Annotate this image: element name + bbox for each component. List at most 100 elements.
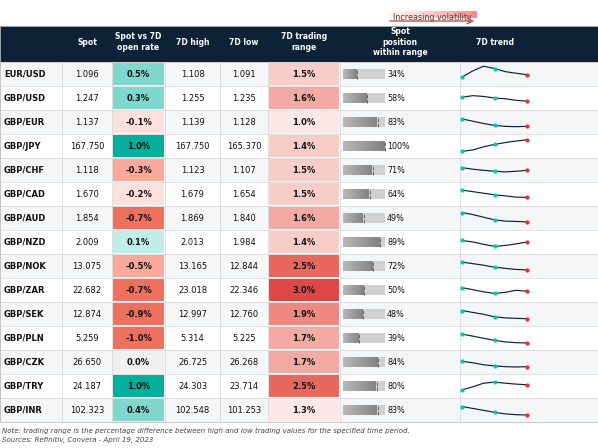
Bar <box>350 381 351 391</box>
Bar <box>0 26 598 422</box>
Bar <box>343 117 344 127</box>
Bar <box>344 117 345 127</box>
Bar <box>437 11 438 18</box>
Text: 101.253: 101.253 <box>227 405 261 414</box>
Bar <box>351 93 352 103</box>
Bar <box>372 141 373 151</box>
Text: 165.370: 165.370 <box>227 142 261 151</box>
Bar <box>350 93 351 103</box>
Bar <box>354 333 355 343</box>
Bar <box>0 230 598 254</box>
Bar <box>361 213 362 223</box>
Bar <box>355 261 356 271</box>
Bar <box>351 213 352 223</box>
Bar <box>365 237 366 247</box>
Text: 1.4%: 1.4% <box>292 237 316 246</box>
Bar <box>348 189 349 199</box>
Bar <box>451 11 452 18</box>
Bar <box>360 165 361 175</box>
Bar <box>346 381 347 391</box>
Bar <box>352 93 353 103</box>
Bar <box>352 381 353 391</box>
Bar <box>349 189 350 199</box>
Bar <box>370 405 371 415</box>
Text: 1.854: 1.854 <box>75 214 99 223</box>
Bar <box>366 141 367 151</box>
Bar <box>350 141 351 151</box>
Bar <box>343 141 344 151</box>
Bar <box>0 182 598 206</box>
Bar <box>356 93 357 103</box>
Text: 84%: 84% <box>387 358 405 366</box>
Bar <box>415 11 416 18</box>
Bar <box>113 375 164 397</box>
Bar <box>362 357 363 367</box>
Bar <box>343 357 385 367</box>
Bar <box>347 309 348 319</box>
Text: 12.997: 12.997 <box>178 310 207 319</box>
Bar <box>350 117 351 127</box>
Bar <box>350 189 351 199</box>
Text: -0.1%: -0.1% <box>125 117 152 126</box>
Bar <box>348 261 349 271</box>
Text: GBP/AUD: GBP/AUD <box>4 214 47 223</box>
Bar <box>345 189 346 199</box>
Bar <box>345 261 346 271</box>
Bar <box>349 141 350 151</box>
Bar <box>343 261 344 271</box>
Bar <box>348 405 349 415</box>
Bar <box>360 189 361 199</box>
Text: -0.3%: -0.3% <box>125 165 152 175</box>
Bar <box>352 117 353 127</box>
Bar <box>269 231 339 253</box>
Bar <box>363 261 364 271</box>
Bar <box>425 11 426 18</box>
Bar <box>361 189 362 199</box>
Bar <box>343 93 344 103</box>
Bar <box>269 111 339 133</box>
Bar <box>359 117 360 127</box>
Bar <box>359 141 360 151</box>
Bar <box>370 357 371 367</box>
Bar <box>375 381 376 391</box>
Bar <box>455 11 456 18</box>
Bar <box>113 207 164 229</box>
Text: 24.303: 24.303 <box>178 382 207 391</box>
Bar <box>346 117 347 127</box>
Bar <box>343 165 385 175</box>
Bar <box>376 117 377 127</box>
Bar <box>351 237 352 247</box>
Bar <box>347 285 348 295</box>
Text: GBP/NOK: GBP/NOK <box>4 262 47 271</box>
Bar <box>380 141 381 151</box>
Bar <box>369 357 370 367</box>
Bar <box>343 333 344 343</box>
Bar <box>353 357 354 367</box>
Bar <box>360 357 361 367</box>
Text: 48%: 48% <box>387 310 405 319</box>
Bar <box>365 189 366 199</box>
Bar <box>346 141 347 151</box>
Bar <box>357 261 358 271</box>
Bar <box>269 327 339 349</box>
Bar <box>348 381 349 391</box>
Bar <box>346 213 347 223</box>
Bar <box>366 165 367 175</box>
Bar <box>366 405 367 415</box>
Bar <box>435 11 436 18</box>
Bar <box>346 189 347 199</box>
Bar <box>367 357 368 367</box>
Text: 1.6%: 1.6% <box>292 94 316 103</box>
Bar <box>353 333 354 343</box>
Text: 22.682: 22.682 <box>72 285 102 294</box>
Bar <box>378 237 379 247</box>
Bar <box>368 189 369 199</box>
Bar <box>373 381 374 391</box>
Text: 1.137: 1.137 <box>75 117 99 126</box>
Bar <box>353 165 354 175</box>
Bar <box>343 237 385 247</box>
Bar <box>346 261 347 271</box>
Bar <box>346 93 347 103</box>
Bar <box>358 381 359 391</box>
Bar <box>433 11 434 18</box>
